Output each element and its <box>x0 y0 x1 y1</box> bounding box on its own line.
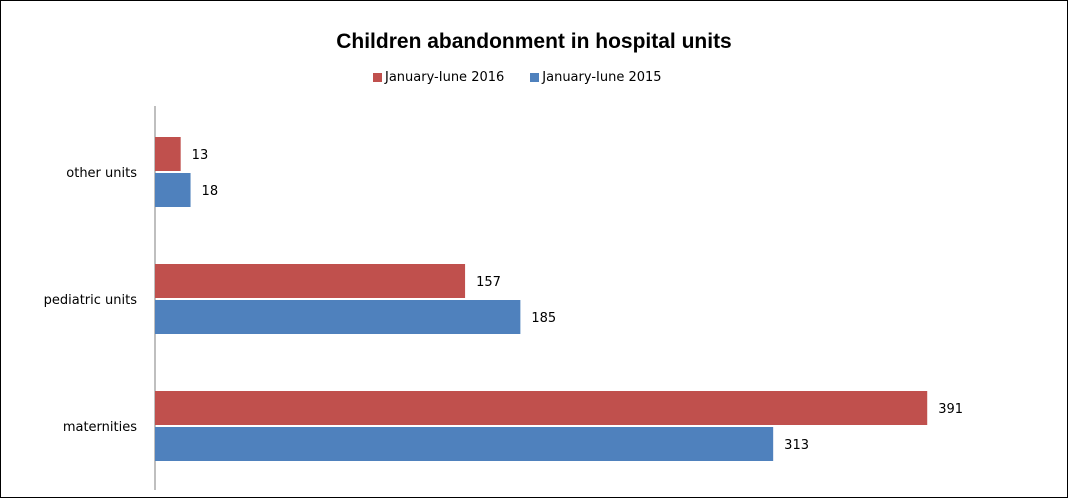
data-label: 185 <box>531 311 556 326</box>
category-label: pediatric units <box>44 293 138 308</box>
chart-title: Children abandonment in hospital units <box>336 30 732 53</box>
category-label: maternities <box>63 420 137 435</box>
bar-2015 <box>155 300 521 334</box>
data-label: 18 <box>202 184 219 199</box>
chart-legend: January-Iune 2016 January-Iune 2015 <box>373 70 688 85</box>
data-label: 313 <box>784 438 809 453</box>
legend-swatch-2015 <box>530 73 540 82</box>
legend-label-2015: January-Iune 2015 <box>542 70 662 85</box>
data-label: 13 <box>192 148 209 163</box>
bar-2016 <box>155 391 928 425</box>
bar-2015 <box>155 427 774 461</box>
data-label: 157 <box>476 275 501 290</box>
bar-2016 <box>155 137 181 171</box>
legend-item-2016: January-Iune 2016 <box>373 70 504 85</box>
legend-item-2015: January-Iune 2015 <box>530 70 662 85</box>
category-label: other units <box>66 166 137 181</box>
data-label: 391 <box>938 402 963 417</box>
bar-2016 <box>155 264 466 298</box>
bar-2015 <box>155 173 191 207</box>
legend-swatch-2016 <box>373 73 382 82</box>
legend-label-2016: January-Iune 2016 <box>385 70 505 85</box>
